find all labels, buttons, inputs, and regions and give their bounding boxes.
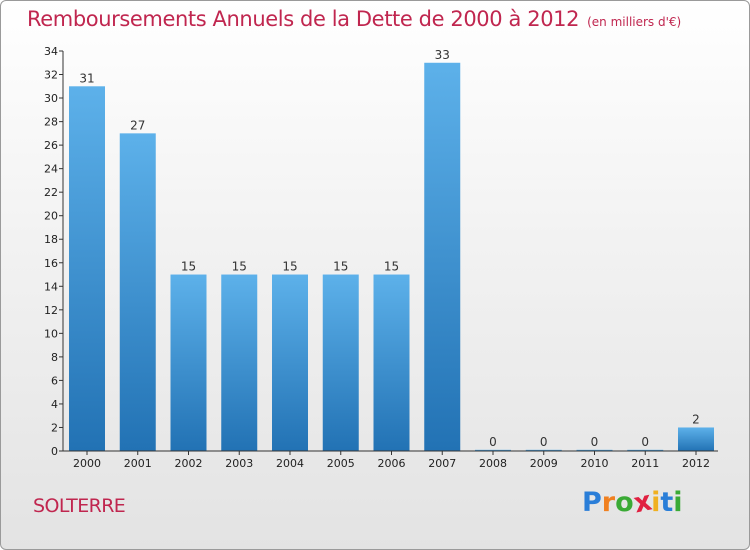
data-label-2004: 15: [282, 260, 297, 274]
data-label-2001: 27: [130, 118, 145, 132]
logo-letter: r: [601, 487, 616, 518]
data-label-2007: 33: [435, 48, 450, 62]
data-label-2010: 0: [591, 435, 599, 449]
y-tick-label-28: 28: [44, 116, 58, 129]
x-tick-label-2004: 2004: [276, 457, 304, 470]
bar-2012: [678, 427, 714, 451]
y-tick-label-12: 12: [44, 304, 58, 317]
bar-2000: [69, 86, 105, 451]
data-label-2009: 0: [540, 435, 548, 449]
y-tick-label-10: 10: [44, 327, 58, 340]
data-label-2008: 0: [489, 435, 497, 449]
y-tick-label-32: 32: [44, 69, 58, 82]
x-tick-label-2012: 2012: [682, 457, 710, 470]
location-name: SOLTERRE: [33, 495, 126, 517]
x-tick-label-2010: 2010: [581, 457, 609, 470]
y-tick-label-16: 16: [44, 257, 58, 270]
y-tick-label-26: 26: [44, 139, 58, 152]
bar-2005: [322, 274, 359, 451]
x-tick-label-2008: 2008: [479, 457, 507, 470]
logo-letter: P: [582, 487, 602, 518]
bar-2001: [119, 133, 156, 451]
logo-letter: i: [651, 487, 661, 518]
x-tick-label-2002: 2002: [175, 457, 203, 470]
y-tick-label-20: 20: [44, 210, 58, 223]
x-tick-label-2007: 2007: [428, 457, 456, 470]
bar-2006: [373, 274, 410, 451]
y-tick-label-8: 8: [51, 351, 58, 364]
y-tick-label-24: 24: [44, 163, 58, 176]
y-tick-label-6: 6: [51, 374, 58, 387]
x-tick-label-2006: 2006: [378, 457, 406, 470]
bar-2010: [576, 449, 613, 451]
data-label-2006: 15: [384, 260, 399, 274]
y-tick-label-18: 18: [44, 233, 58, 246]
bar-2004: [272, 274, 308, 451]
y-tick-label-4: 4: [51, 398, 58, 411]
bar-2007: [424, 62, 461, 451]
chart-subtitle: (en milliers d'€): [587, 15, 682, 29]
y-tick-label-0: 0: [51, 445, 58, 458]
bar-2003: [221, 274, 258, 451]
data-label-2012: 2: [692, 412, 700, 426]
bar-2008: [475, 449, 511, 451]
y-tick-label-30: 30: [44, 92, 58, 105]
y-tick-label-14: 14: [44, 280, 58, 293]
x-tick-label-2003: 2003: [225, 457, 253, 470]
logo-letter: i: [673, 487, 683, 518]
y-tick-label-22: 22: [44, 186, 58, 199]
bar-2011: [627, 449, 664, 451]
data-label-2003: 15: [232, 260, 247, 274]
proxiti-logo: Proxiti: [582, 486, 683, 520]
x-tick-label-2001: 2001: [124, 457, 152, 470]
logo-letter: o: [615, 487, 634, 518]
x-tick-label-2005: 2005: [327, 457, 355, 470]
data-label-2005: 15: [333, 260, 348, 274]
data-label-2000: 31: [79, 71, 94, 85]
x-tick-label-2009: 2009: [530, 457, 558, 470]
x-tick-label-2000: 2000: [73, 457, 101, 470]
y-tick-label-2: 2: [51, 421, 58, 434]
chart-title: Remboursements Annuels de la Dette de 20…: [27, 7, 682, 31]
x-tick-label-2011: 2011: [631, 457, 659, 470]
data-label-2002: 15: [181, 260, 196, 274]
data-label-2011: 0: [641, 435, 649, 449]
logo-letter: t: [660, 487, 674, 518]
bar-2009: [525, 449, 562, 451]
y-tick-label-34: 34: [44, 45, 58, 58]
bar-2002: [170, 274, 207, 451]
